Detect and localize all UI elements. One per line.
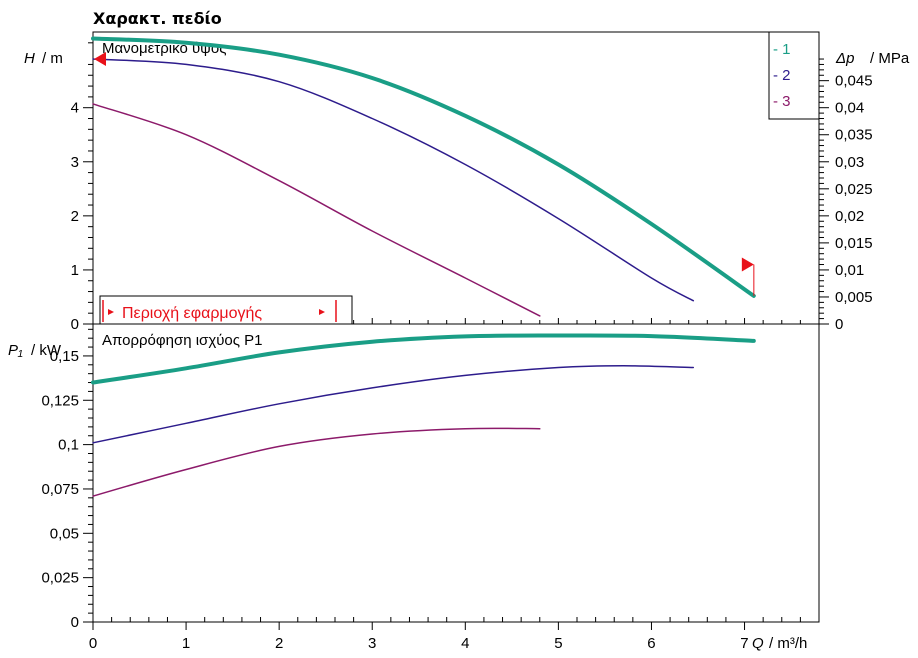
y2-axis-unit: / MPa — [870, 50, 910, 67]
y2-tick-label: 0,03 — [835, 154, 864, 171]
y-axis-variable-bottom: P₁ — [8, 342, 23, 359]
y2-tick-label: 0,045 — [835, 73, 873, 90]
chart-title: Χαρακτ. πεδίο — [93, 9, 222, 28]
y-tick-label-top: 0 — [71, 316, 79, 333]
y-tick-label-top: 4 — [71, 100, 79, 117]
head-curve-1 — [91, 36, 756, 298]
y2-tick-label: 0,035 — [835, 127, 873, 144]
bottom-panel-frame — [92, 323, 820, 623]
range-left-arrow-icon — [108, 309, 114, 315]
y2-tick-label: 0 — [835, 316, 843, 333]
y-tick-label-bottom: 0,05 — [50, 525, 79, 542]
power-curve-2 — [92, 364, 695, 444]
x-tick-label: 7 — [740, 635, 748, 652]
bottom-panel-title: Απορρόφηση ισχύος P1 — [102, 332, 262, 349]
x-tick-label: 4 — [461, 635, 469, 652]
y-tick-label-bottom: 0,15 — [50, 348, 79, 365]
x-tick-label: 6 — [647, 635, 655, 652]
y2-tick-label: 0,04 — [835, 100, 864, 117]
legend-box — [768, 31, 820, 120]
head-curve-2 — [92, 58, 695, 302]
power-curve-3 — [92, 427, 541, 497]
legend-entry-1: - 1 — [773, 41, 791, 58]
x-axis-unit: / m³/h — [769, 635, 807, 652]
x-tick-label: 5 — [554, 635, 562, 652]
y2-tick-label: 0,025 — [835, 181, 873, 198]
y-axis-unit-bottom: / kW — [31, 342, 62, 359]
y-axis-variable-top: H — [24, 50, 35, 67]
range-label: Περιοχή εφαρμογής — [122, 305, 262, 322]
x-tick-label: 3 — [368, 635, 376, 652]
head-curve-3 — [92, 103, 541, 317]
x-axis-variable: Q — [752, 635, 764, 652]
power-curve-1 — [91, 333, 756, 385]
left-marker-icon — [94, 52, 106, 67]
y-tick-label-top: 1 — [71, 262, 79, 279]
legend-entry-2: - 2 — [773, 67, 791, 84]
x-tick-label: 0 — [89, 635, 97, 652]
y2-tick-label: 0,005 — [835, 289, 873, 306]
y2-axis-variable: Δp — [835, 50, 854, 67]
range-box — [99, 295, 353, 325]
y-tick-label-bottom: 0 — [71, 614, 79, 631]
y-axis-unit-top: / m — [42, 50, 63, 67]
y-tick-label-bottom: 0,075 — [41, 481, 79, 498]
y-tick-label-bottom: 0,025 — [41, 570, 79, 587]
legend-entry-3: - 3 — [773, 93, 791, 110]
right-marker-icon — [741, 257, 754, 272]
y2-tick-label: 0,015 — [835, 235, 873, 252]
top-panel-frame — [92, 31, 820, 325]
x-tick-label: 1 — [182, 635, 190, 652]
y-tick-label-top: 2 — [71, 208, 79, 225]
y-tick-label-top: 3 — [71, 154, 79, 171]
range-right-arrow-icon — [319, 309, 325, 315]
y2-tick-label: 0,01 — [835, 262, 864, 279]
y-tick-label-bottom: 0,125 — [41, 392, 79, 409]
x-tick-label: 2 — [275, 635, 283, 652]
y2-tick-label: 0,02 — [835, 208, 864, 225]
y-tick-label-bottom: 0,1 — [58, 437, 79, 454]
